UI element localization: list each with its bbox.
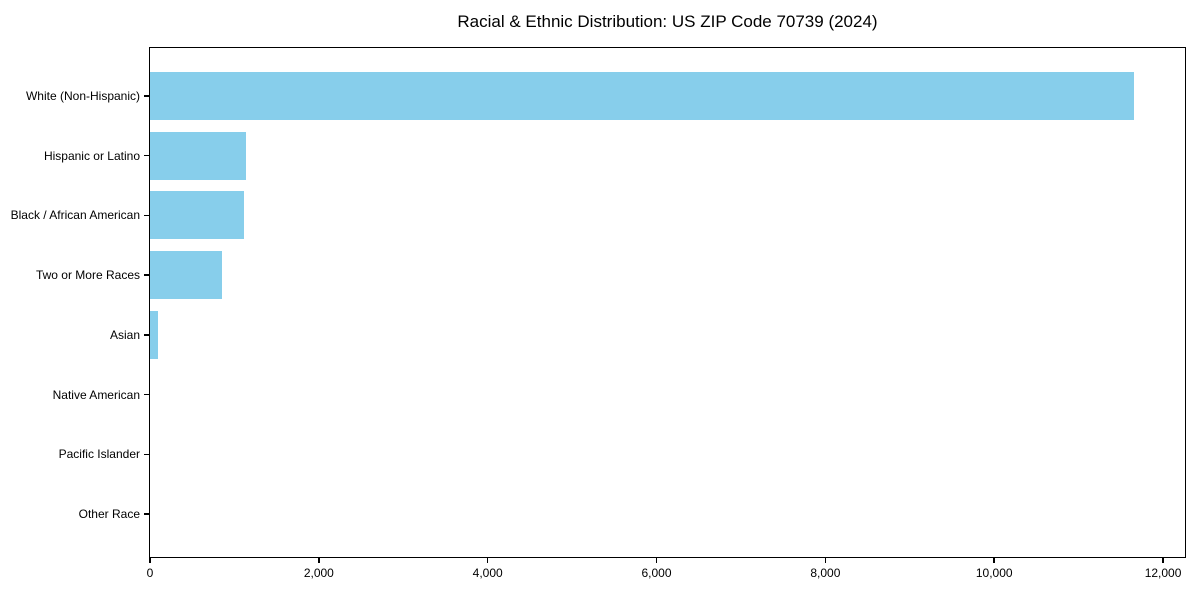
x-tick-mark xyxy=(655,558,658,563)
x-tick-mark xyxy=(318,558,320,563)
x-tick-label-0: 0 xyxy=(146,566,154,580)
x-tick-label-8000: 8,000 xyxy=(810,566,841,580)
bar-white-non-hispanic xyxy=(150,72,1135,120)
y-tick-mark xyxy=(144,513,149,515)
y-tick-mark xyxy=(144,393,149,396)
x-tick-label-2000: 2,000 xyxy=(303,566,334,580)
y-tick-label-two-or-more-races: Two or More Races xyxy=(35,268,140,283)
x-tick-label-10000: 10,000 xyxy=(975,566,1013,580)
chart-title: Racial & Ethnic Distribution: US ZIP Cod… xyxy=(457,12,878,31)
y-tick-label-hispanic-or-latino: Hispanic or Latino xyxy=(43,148,140,163)
y-tick-label-white-non-hispanic: White (Non-Hispanic) xyxy=(25,89,140,103)
y-tick-label-black-african-american: Black / African American xyxy=(10,208,140,223)
bar-asian xyxy=(150,310,158,359)
bar-two-or-more-races xyxy=(150,251,222,300)
x-tick-mark xyxy=(486,558,489,563)
x-tick-mark xyxy=(824,558,827,563)
y-tick-label-other-race: Other Race xyxy=(78,506,140,521)
y-tick-mark xyxy=(144,95,149,97)
y-tick-mark xyxy=(144,154,149,157)
x-tick-label-4000: 4,000 xyxy=(472,566,503,580)
bar-black-african-american xyxy=(150,191,245,240)
x-tick-label-12000: 12,000 xyxy=(1144,566,1182,580)
y-tick-label-asian: Asian xyxy=(109,327,140,342)
y-tick-mark xyxy=(144,274,149,276)
y-tick-label-pacific-islander: Pacific Islander xyxy=(58,447,140,462)
plot-area xyxy=(149,47,1186,558)
x-tick-mark xyxy=(149,558,151,563)
y-tick-mark xyxy=(144,214,149,217)
y-tick-mark xyxy=(144,334,149,336)
y-tick-mark xyxy=(144,453,149,455)
x-tick-mark xyxy=(993,558,995,563)
x-tick-label-6000: 6,000 xyxy=(641,566,672,580)
bar-hispanic-or-latino xyxy=(150,131,247,180)
y-tick-label-native-american: Native American xyxy=(52,387,140,402)
x-tick-mark xyxy=(1162,558,1164,563)
